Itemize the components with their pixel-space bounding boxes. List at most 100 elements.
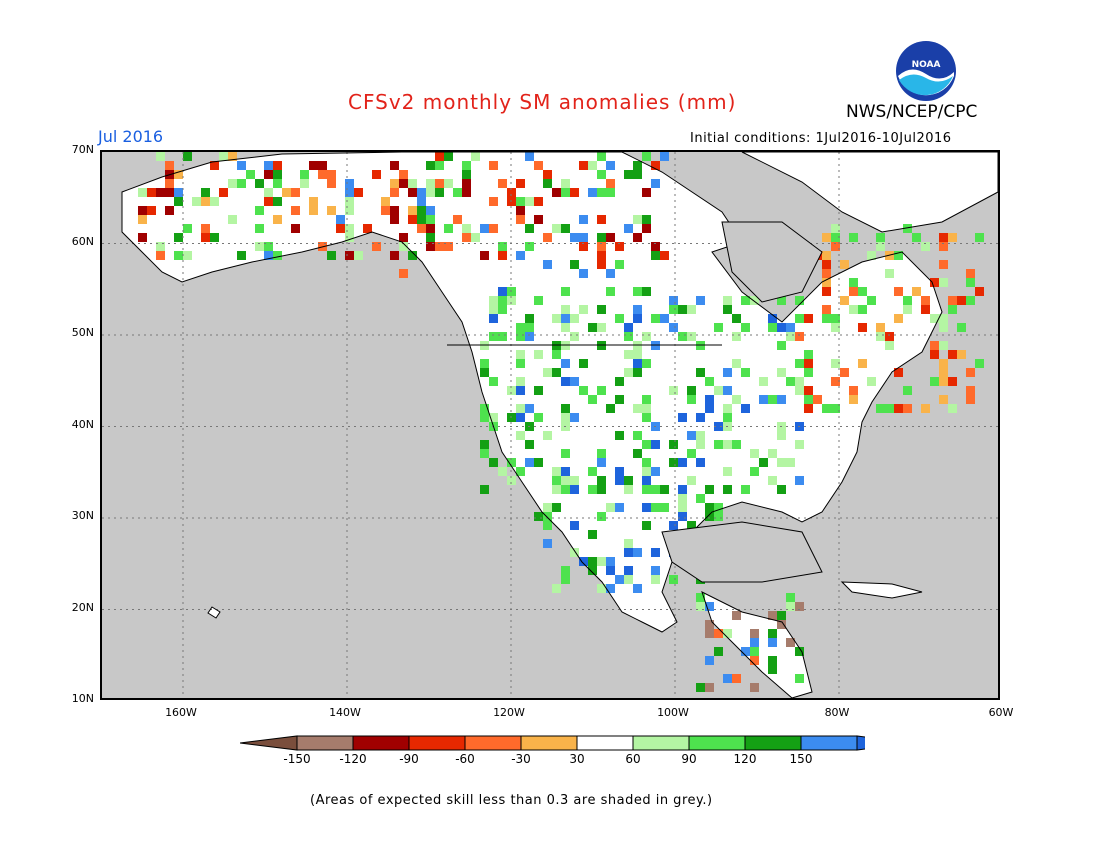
anomaly-cell <box>606 161 615 170</box>
anomaly-cell <box>561 404 570 413</box>
anomaly-cell <box>327 206 336 215</box>
anomaly-cell <box>714 323 723 332</box>
anomaly-cell <box>480 485 489 494</box>
anomaly-cell <box>615 377 624 386</box>
anomaly-cell <box>561 314 570 323</box>
anomaly-cell <box>642 224 651 233</box>
anomaly-cell <box>156 152 165 161</box>
anomaly-cell <box>696 413 705 422</box>
colorbar-tick-label: 120 <box>733 752 757 766</box>
anomaly-cell <box>390 188 399 197</box>
anomaly-cell <box>858 359 867 368</box>
anomaly-cell <box>750 647 759 656</box>
anomaly-cells <box>138 152 984 692</box>
anomaly-cell <box>480 359 489 368</box>
anomaly-cell <box>651 242 660 251</box>
anomaly-cell <box>480 224 489 233</box>
colorbar <box>240 735 865 751</box>
anomaly-cell <box>579 386 588 395</box>
anomaly-cell <box>408 251 417 260</box>
anomaly-cell <box>570 332 579 341</box>
anomaly-cell <box>948 305 957 314</box>
anomaly-cell <box>930 350 939 359</box>
anomaly-cell <box>705 620 714 629</box>
anomaly-cell <box>624 350 633 359</box>
anomaly-cell <box>606 233 615 242</box>
anomaly-cell <box>606 404 615 413</box>
anomaly-cell <box>597 305 606 314</box>
anomaly-cell <box>849 395 858 404</box>
anomaly-cell <box>426 224 435 233</box>
anomaly-cell <box>795 386 804 395</box>
anomaly-cell <box>264 170 273 179</box>
anomaly-cell <box>489 377 498 386</box>
anomaly-cell <box>201 233 210 242</box>
anomaly-cell <box>678 332 687 341</box>
anomaly-cell <box>885 332 894 341</box>
anomaly-cell <box>615 575 624 584</box>
anomaly-cell <box>597 260 606 269</box>
anomaly-cell <box>579 269 588 278</box>
anomaly-cell <box>750 629 759 638</box>
anomaly-cell <box>363 224 372 233</box>
anomaly-cell <box>462 233 471 242</box>
land-layer <box>122 152 998 698</box>
anomaly-cell <box>309 161 318 170</box>
anomaly-cell <box>390 179 399 188</box>
anomaly-cell <box>597 485 606 494</box>
anomaly-cell <box>255 242 264 251</box>
anomaly-cell <box>633 431 642 440</box>
anomaly-cell <box>615 476 624 485</box>
anomaly-cell <box>651 485 660 494</box>
anomaly-cell <box>525 458 534 467</box>
anomaly-cell <box>561 566 570 575</box>
colorbar-segment <box>688 735 746 751</box>
lat-label: 30N <box>71 509 94 522</box>
anomaly-cell <box>318 170 327 179</box>
anomaly-cell <box>705 377 714 386</box>
anomaly-cell <box>300 170 309 179</box>
anomaly-cell <box>291 206 300 215</box>
colorbar-tick-label: 90 <box>681 752 697 766</box>
anomaly-cell <box>435 161 444 170</box>
anomaly-cell <box>903 404 912 413</box>
anomaly-cell <box>948 404 957 413</box>
anomaly-cell <box>570 548 579 557</box>
anomaly-cell <box>498 332 507 341</box>
anomaly-cell <box>480 440 489 449</box>
anomaly-cell <box>669 440 678 449</box>
anomaly-cell <box>264 188 273 197</box>
anomaly-cell <box>228 215 237 224</box>
anomaly-cell <box>597 458 606 467</box>
anomaly-cell <box>831 233 840 242</box>
anomaly-cell <box>642 395 651 404</box>
anomaly-cell <box>714 386 723 395</box>
anomaly-cell <box>570 521 579 530</box>
anomaly-cell <box>822 314 831 323</box>
anomaly-cell <box>642 287 651 296</box>
anomaly-cell <box>183 152 192 161</box>
anomaly-cell <box>948 233 957 242</box>
lat-label: 40N <box>71 417 94 431</box>
anomaly-cell <box>804 395 813 404</box>
anomaly-cell <box>786 332 795 341</box>
anomaly-cell <box>570 188 579 197</box>
anomaly-cell <box>903 305 912 314</box>
colorbar-tick-label: -60 <box>455 752 475 766</box>
anomaly-cell <box>381 206 390 215</box>
anomaly-cell <box>660 503 669 512</box>
anomaly-cell <box>912 287 921 296</box>
anomaly-cell <box>516 251 525 260</box>
map-canvas <box>102 152 998 698</box>
anomaly-cell <box>570 485 579 494</box>
anomaly-cell <box>597 557 606 566</box>
anomaly-cell <box>777 395 786 404</box>
anomaly-cell <box>462 188 471 197</box>
anomaly-cell <box>543 539 552 548</box>
anomaly-cell <box>795 296 804 305</box>
anomaly-cell <box>201 188 210 197</box>
anomaly-cell <box>597 233 606 242</box>
anomaly-cell <box>543 260 552 269</box>
anomaly-cell <box>516 179 525 188</box>
anomaly-cell <box>651 251 660 260</box>
